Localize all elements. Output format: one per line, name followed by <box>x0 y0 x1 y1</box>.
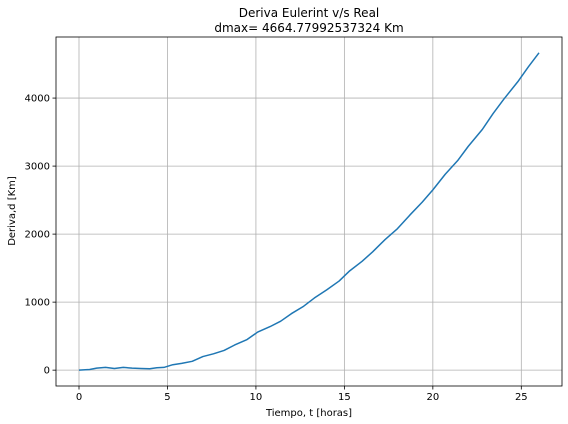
y-tick-label: 4000 <box>25 94 50 105</box>
x-axis-label: Tiempo, t [horas] <box>265 408 352 419</box>
x-tick-label: 15 <box>338 392 351 403</box>
x-tick-label: 0 <box>76 392 82 403</box>
y-tick-label: 3000 <box>25 162 50 173</box>
grid-layer <box>56 37 562 386</box>
series-line <box>78 52 540 371</box>
x-tick-label: 20 <box>426 392 439 403</box>
x-tick-label: 10 <box>250 392 263 403</box>
tick-layer: 0 5 10 15 20 25 0 1000 2000 3000 4000 <box>25 94 528 403</box>
plot-frame <box>55 36 563 387</box>
chart-title: Deriva Eulerint v/s Real <box>239 6 380 20</box>
y-tick-label: 1000 <box>25 298 50 309</box>
y-tick-label: 2000 <box>25 230 50 241</box>
chart-subtitle: dmax= 4664.77992537324 Km <box>214 21 403 35</box>
y-tick-label: 0 <box>44 366 50 377</box>
y-axis-label: Deriva,d [Km] <box>7 176 18 246</box>
series-layer <box>78 52 540 371</box>
x-tick-label: 5 <box>164 392 170 403</box>
x-tick-label: 25 <box>515 392 528 403</box>
